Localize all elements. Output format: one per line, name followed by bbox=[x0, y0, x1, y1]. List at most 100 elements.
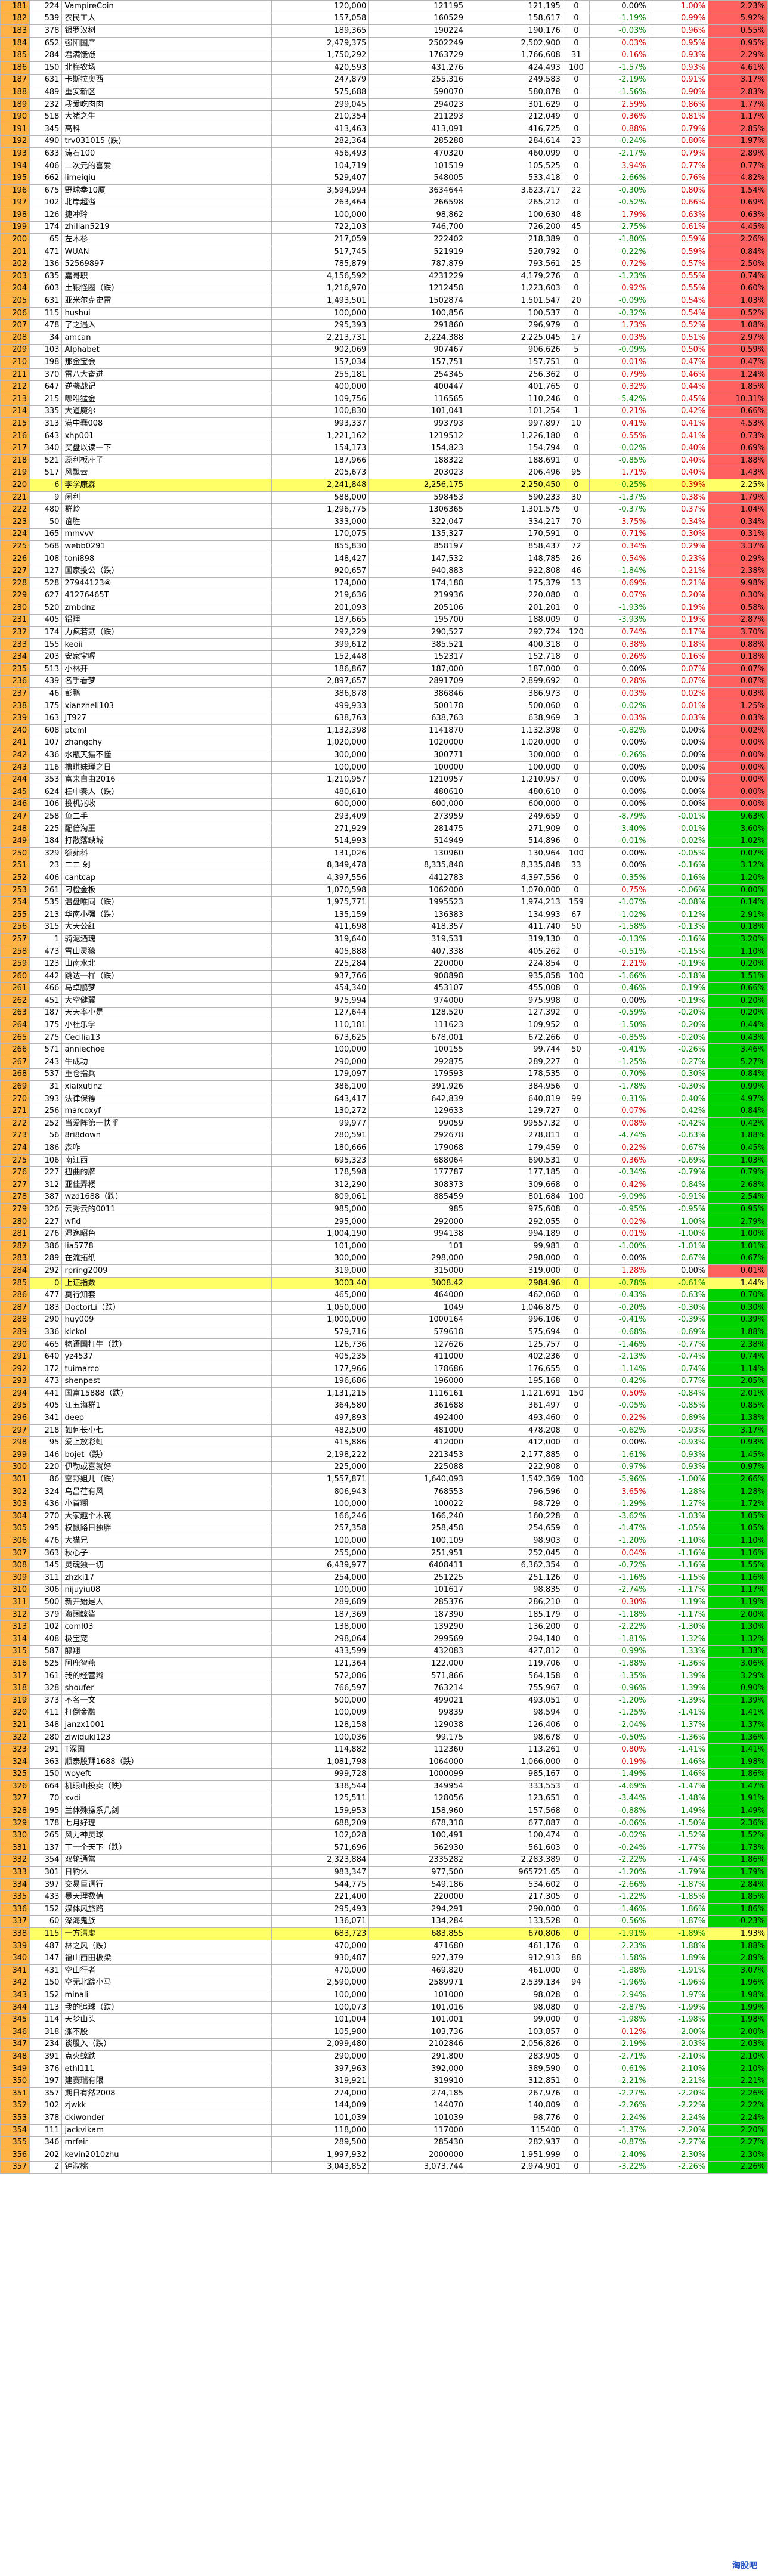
name-cell: 如何长小七 bbox=[61, 1424, 272, 1437]
table-row: 309 311 zhzki17 254,000 251225 251,126 0 -1.16%… bbox=[0, 1571, 768, 1585]
name-cell: 极宝宠 bbox=[61, 1632, 272, 1646]
prev-value-cell: 116565 bbox=[368, 393, 467, 406]
max-drawdown-cell: 0.03% bbox=[708, 712, 768, 726]
max-drawdown-cell: 0.84% bbox=[708, 245, 768, 259]
name-cell: 山南水北 bbox=[61, 957, 272, 971]
max-drawdown-cell: 0.31% bbox=[708, 528, 768, 541]
name-cell: mrfeir bbox=[61, 2136, 272, 2149]
prev-value-cell: 196000 bbox=[368, 1375, 467, 1388]
name-cell: 亚佳弄楼 bbox=[61, 1179, 272, 1192]
position-cell: 0 bbox=[562, 884, 590, 897]
rank: 323 bbox=[0, 1743, 30, 1756]
id-cell: 215 bbox=[29, 393, 63, 406]
prev-value-cell: 308373 bbox=[368, 1179, 467, 1192]
rank: 334 bbox=[0, 1878, 30, 1892]
position-cell: 0 bbox=[562, 1632, 590, 1646]
prev-value-cell: 274,185 bbox=[368, 2087, 467, 2100]
rank: 230 bbox=[0, 602, 30, 615]
position-cell: 0 bbox=[562, 1546, 590, 1560]
name-cell: 配倍淘王 bbox=[61, 822, 272, 836]
position-cell: 0 bbox=[562, 1105, 590, 1118]
daily-change-cell: 0.00% bbox=[589, 994, 649, 1008]
initial-value-cell: 221,400 bbox=[271, 1890, 370, 1904]
total-return-cell: 0.63% bbox=[648, 209, 709, 222]
initial-value-cell: 688,209 bbox=[271, 1816, 370, 1830]
daily-change-cell: 0.04% bbox=[589, 1546, 649, 1560]
name-cell: 马卓鹏梦 bbox=[61, 982, 272, 996]
id-cell: 187 bbox=[29, 1006, 63, 1020]
table-row: 281 276 湿逸昭色 1,004,190 994138 994,189 0 0.01% -1… bbox=[0, 1227, 768, 1241]
prev-value-cell: 322,047 bbox=[368, 515, 467, 529]
table-row: 205 631 亚米尔克史雷 1,493,501 1502874 1,501,547 20-… bbox=[0, 295, 768, 308]
prev-value-cell: 3634644 bbox=[368, 184, 467, 197]
position-cell: 0 bbox=[562, 2013, 590, 2026]
name-cell: 空山行者 bbox=[61, 1964, 272, 1977]
id-cell: 31 bbox=[29, 1080, 63, 1093]
id-cell: 387 bbox=[29, 1191, 63, 1204]
rank: 297 bbox=[0, 1424, 30, 1437]
id-cell: 379 bbox=[29, 1608, 63, 1622]
current-value-cell: 136,200 bbox=[466, 1620, 563, 1633]
total-return-cell: -2.27% bbox=[648, 2136, 709, 2149]
id-cell: 315 bbox=[29, 920, 63, 934]
position-cell: 0 bbox=[562, 2124, 590, 2137]
id-cell: 145 bbox=[29, 1559, 63, 1572]
position-cell: 0 bbox=[562, 1436, 590, 1450]
id-cell: 397 bbox=[29, 1878, 63, 1892]
total-return-cell: -1.99% bbox=[648, 2001, 709, 2014]
current-value-cell: 100,000 bbox=[466, 761, 563, 774]
initial-value-cell: 405,235 bbox=[271, 1350, 370, 1363]
initial-value-cell: 2,198,222 bbox=[271, 1449, 370, 1462]
table-row: 286 477 莫行知套 465,000 464000 462,060 0 -0.43% -0.… bbox=[0, 1289, 768, 1302]
id-cell: 195 bbox=[29, 1805, 63, 1818]
table-row: 250 329 额茹科 131,026 130960 130,964 100 0.00% -0.… bbox=[0, 847, 768, 860]
max-drawdown-cell: 1.88% bbox=[708, 1939, 768, 1953]
rank: 186 bbox=[0, 61, 30, 75]
table-row: 341 431 空山行者 470,000 469,820 461,000 0 -1.88% -1… bbox=[0, 1964, 768, 1977]
id-cell: 353 bbox=[29, 773, 63, 786]
total-return-cell: 0.34% bbox=[648, 515, 709, 529]
max-drawdown-cell: 4.45% bbox=[708, 221, 768, 234]
daily-change-cell: 0.00% bbox=[589, 847, 649, 860]
daily-change-cell: -2.94% bbox=[589, 1989, 649, 2002]
rank: 338 bbox=[0, 1927, 30, 1940]
prev-value-cell: 642,839 bbox=[368, 1092, 467, 1106]
position-cell: 0 bbox=[562, 368, 590, 382]
daily-change-cell: -1.19% bbox=[589, 12, 649, 26]
initial-value-cell: 2,241,848 bbox=[271, 479, 370, 492]
name-cell: 打散落缺城 bbox=[61, 835, 272, 848]
position-cell: 0 bbox=[562, 687, 590, 700]
total-return-cell: 0.03% bbox=[648, 712, 709, 726]
initial-value-cell: 809,061 bbox=[271, 1191, 370, 1204]
name-cell: mmvvv bbox=[61, 528, 272, 541]
max-drawdown-cell: 0.07% bbox=[708, 847, 768, 860]
current-value-cell: 1,020,000 bbox=[466, 736, 563, 750]
current-value-cell: 99,000 bbox=[466, 2013, 563, 2026]
total-return-cell: -0.63% bbox=[648, 1129, 709, 1143]
daily-change-cell: 3.94% bbox=[589, 159, 649, 173]
daily-change-cell: -2.24% bbox=[589, 2112, 649, 2125]
id-cell: 535 bbox=[29, 896, 63, 909]
initial-value-cell: 683,723 bbox=[271, 1927, 370, 1940]
prev-value-cell: 99839 bbox=[368, 1706, 467, 1720]
current-value-cell: 6,362,354 bbox=[466, 1559, 563, 1572]
initial-value-cell: 178,598 bbox=[271, 1166, 370, 1179]
prev-value-cell: 160529 bbox=[368, 12, 467, 26]
max-drawdown-cell: 5.27% bbox=[708, 1056, 768, 1069]
max-drawdown-cell: 0.85% bbox=[708, 1399, 768, 1413]
prev-value-cell: 787,879 bbox=[368, 258, 467, 271]
max-drawdown-cell: 2.79% bbox=[708, 1215, 768, 1229]
current-value-cell: 212,049 bbox=[466, 110, 563, 123]
total-return-cell: -2.24% bbox=[648, 2112, 709, 2125]
name-cell: cantcap bbox=[61, 872, 272, 885]
position-cell: 0 bbox=[562, 282, 590, 296]
table-row: 245 624 枉中奏人（跌） 480,610 480610 480,610 0 0.00% 0… bbox=[0, 786, 768, 799]
daily-change-cell: -1.35% bbox=[589, 1669, 649, 1683]
id-cell: 197 bbox=[29, 2075, 63, 2088]
table-row: 255 213 华南小强（跌） 135,159 136383 134,993 67 -1.02… bbox=[0, 908, 768, 922]
id-cell: 490 bbox=[29, 135, 63, 148]
prev-value-cell: 220000 bbox=[368, 1890, 467, 1904]
table-row: 248 225 配倍淘王 271,929 281475 271,909 0 -3.40% -0.… bbox=[0, 822, 768, 836]
rank: 300 bbox=[0, 1461, 30, 1474]
prev-value-cell: 285288 bbox=[368, 135, 467, 148]
